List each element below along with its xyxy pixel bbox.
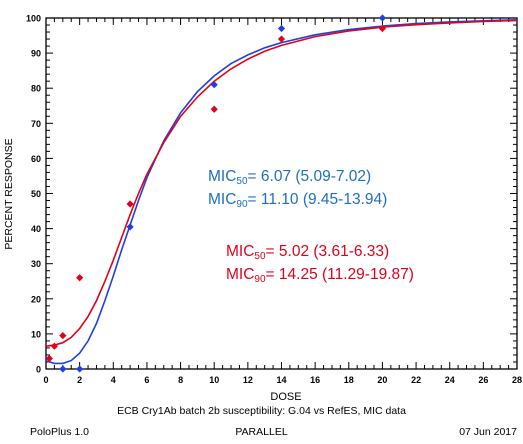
x-axis-label: DOSE xyxy=(270,391,301,403)
x-tick-label: 16 xyxy=(310,375,320,385)
blue-mic50-sub: 50 xyxy=(236,176,248,187)
red-mic50-sub: 50 xyxy=(254,251,266,262)
data-point-red xyxy=(76,274,83,281)
y-tick-label: 70 xyxy=(31,119,41,129)
x-tick-label: 20 xyxy=(377,375,387,385)
red-mic50-prefix: MIC xyxy=(226,243,254,260)
y-tick-label: 50 xyxy=(31,189,41,199)
data-point-red xyxy=(59,332,66,339)
y-axis-label: PERCENT RESPONSE xyxy=(3,138,15,249)
y-tick-label: 100 xyxy=(26,14,41,24)
y-tick-label: 60 xyxy=(31,154,41,164)
x-tick-label: 14 xyxy=(276,375,286,385)
blue-mic50-prefix: MIC xyxy=(208,168,236,185)
x-tick-label: 4 xyxy=(111,375,116,385)
blue-mic90-prefix: MIC xyxy=(208,191,236,208)
x-tick-label: 28 xyxy=(512,375,522,385)
red-mic90-sub: 90 xyxy=(254,274,266,285)
y-tick-label: 40 xyxy=(31,224,41,234)
data-point-blue xyxy=(278,25,285,32)
report-date: 07 Jun 2017 xyxy=(459,426,517,438)
red-mic50-value: = 5.02 (3.61-6.33) xyxy=(266,243,390,260)
x-tick-label: 2 xyxy=(77,375,82,385)
blue-mic90-sub: 90 xyxy=(236,199,248,210)
x-tick-label: 24 xyxy=(445,375,455,385)
data-point-blue xyxy=(211,81,218,88)
x-tick-label: 22 xyxy=(411,375,421,385)
y-tick-label: 30 xyxy=(31,259,41,269)
red-mic50-annotation: MIC50= 5.02 (3.61-6.33) xyxy=(226,243,389,262)
analysis-mode: PARALLEL xyxy=(0,426,523,438)
x-tick-label: 8 xyxy=(178,375,183,385)
data-point-blue xyxy=(59,365,66,372)
y-tick-label: 10 xyxy=(31,329,41,339)
y-tick-label: 0 xyxy=(36,365,41,375)
y-tick-label: 80 xyxy=(31,84,41,94)
blue-mic50-annotation: MIC50= 6.07 (5.09-7.02) xyxy=(208,168,371,187)
x-tick-label: 26 xyxy=(478,375,488,385)
blue-mic90-annotation: MIC90= 11.10 (9.45-13.94) xyxy=(208,191,387,210)
x-tick-label: 18 xyxy=(344,375,354,385)
red-mic90-value: = 14.25 (11.29-19.87) xyxy=(266,266,414,283)
data-point-blue xyxy=(76,365,83,372)
red-mic90-prefix: MIC xyxy=(226,266,254,283)
data-point-blue xyxy=(379,14,386,21)
data-point-blue xyxy=(127,223,134,230)
blue-mic50-value: = 6.07 (5.09-7.02) xyxy=(248,168,372,185)
x-tick-label: 10 xyxy=(209,375,219,385)
red-mic90-annotation: MIC90= 14.25 (11.29-19.87) xyxy=(226,266,414,285)
y-tick-label: 20 xyxy=(31,294,41,304)
x-tick-label: 12 xyxy=(243,375,253,385)
x-tick-label: 6 xyxy=(144,375,149,385)
chart-caption: ECB Cry1Ab batch 2b susceptibility: G.04… xyxy=(0,405,523,417)
y-tick-label: 90 xyxy=(31,49,41,59)
data-point-red xyxy=(211,106,218,113)
blue-mic90-value: = 11.10 (9.45-13.94) xyxy=(248,191,388,208)
x-tick-label: 0 xyxy=(43,375,48,385)
